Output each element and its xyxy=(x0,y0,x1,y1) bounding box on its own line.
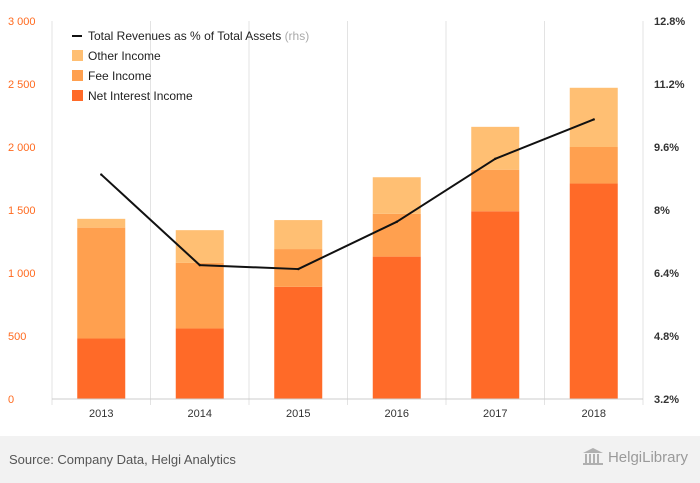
bar-net-interest-income-2013 xyxy=(77,338,126,399)
y-right-tick-label: 11.2% xyxy=(654,79,685,91)
bar-net-interest-income-2016 xyxy=(372,256,421,399)
bar-other-income-2014 xyxy=(175,230,224,263)
revenue-ratio-point xyxy=(592,118,595,121)
legend-label: Other Income xyxy=(88,49,161,63)
y-left-tick-label: 2 000 xyxy=(8,142,36,154)
y-right-tick-label: 4.8% xyxy=(654,331,679,343)
revenue-ratio-point xyxy=(494,157,497,161)
y-left-tick-label: 2 500 xyxy=(8,79,36,91)
bar-fee-income-2017 xyxy=(471,169,520,212)
revenue-ratio-point xyxy=(100,173,103,176)
y-left-tick-label: 3 000 xyxy=(8,16,36,28)
bar-fee-income-2018 xyxy=(569,147,618,184)
logo-text: HelgiLibrary xyxy=(607,448,688,466)
legend-label: Total Revenues as % of Total Assets (rhs… xyxy=(88,29,309,43)
revenue-ratio-point xyxy=(198,263,201,267)
bar-fee-income-2014 xyxy=(175,262,224,329)
x-tick-label: 2015 xyxy=(286,408,310,420)
legend-swatch xyxy=(72,50,83,61)
bar-other-income-2013 xyxy=(77,218,126,228)
x-tick-label: 2014 xyxy=(188,408,212,420)
y-right-tick-label: 3.2% xyxy=(654,394,679,406)
legend-item-net-interest-income: Net Interest Income xyxy=(72,89,193,103)
revenue-ratio-line xyxy=(100,118,595,271)
bar-net-interest-income-2015 xyxy=(274,286,323,399)
y-right-tick-label: 9.6% xyxy=(654,142,679,154)
y-left-tick-label: 1 000 xyxy=(8,268,36,280)
legend: Total Revenues as % of Total Assets (rhs… xyxy=(72,29,309,103)
legend-item-other-income: Other Income xyxy=(72,49,161,63)
revenue-ratio-point xyxy=(395,220,398,224)
chart: 2013 2014 2015 2016 2017 2018 0 500 1 000 1 500 2 … xyxy=(8,16,685,420)
bar-fee-income-2016 xyxy=(372,213,421,257)
y-right-tick-label: 12.8% xyxy=(654,16,685,28)
bar-net-interest-income-2018 xyxy=(569,183,618,399)
bar-other-income-2017 xyxy=(471,126,520,170)
bar-net-interest-income-2014 xyxy=(175,328,224,399)
bars xyxy=(77,87,618,399)
y-right-tick-label: 8% xyxy=(654,205,670,217)
legend-swatch xyxy=(72,90,83,101)
y-left-tick-label: 0 xyxy=(8,394,14,406)
footer: Source: Company Data, Helgi Analytics He… xyxy=(0,436,700,483)
x-tick-label: 2018 xyxy=(582,408,606,420)
helgi-library-logo: HelgiLibrary xyxy=(582,448,688,466)
x-tick-label: 2013 xyxy=(89,408,113,420)
revenue-line xyxy=(100,118,595,271)
legend-rhs-note: (rhs) xyxy=(285,29,310,43)
axes: 2013 2014 2015 2016 2017 2018 0 500 1 000 1 500 2 … xyxy=(8,16,685,420)
revenue-ratio-point xyxy=(297,267,300,271)
bar-other-income-2015 xyxy=(274,220,323,250)
grid xyxy=(51,21,644,405)
bar-net-interest-income-2017 xyxy=(471,211,520,399)
y-right-tick-label: 6.4% xyxy=(654,268,679,280)
legend-item-revenue-ratio: Total Revenues as % of Total Assets (rhs… xyxy=(72,29,309,43)
x-tick-label: 2016 xyxy=(385,408,409,420)
source-text: Source: Company Data, Helgi Analytics xyxy=(9,452,236,467)
bar-other-income-2016 xyxy=(372,177,421,214)
bar-fee-income-2013 xyxy=(77,227,126,339)
bar-other-income-2018 xyxy=(569,87,618,147)
x-tick-label: 2017 xyxy=(483,408,507,420)
y-left-tick-label: 1 500 xyxy=(8,205,36,217)
legend-swatch xyxy=(72,70,83,81)
legend-label: Fee Income xyxy=(88,69,152,83)
legend-item-fee-income: Fee Income xyxy=(72,69,152,83)
legend-label: Net Interest Income xyxy=(88,89,193,103)
y-left-tick-label: 500 xyxy=(8,331,26,343)
library-building-icon xyxy=(582,448,603,465)
